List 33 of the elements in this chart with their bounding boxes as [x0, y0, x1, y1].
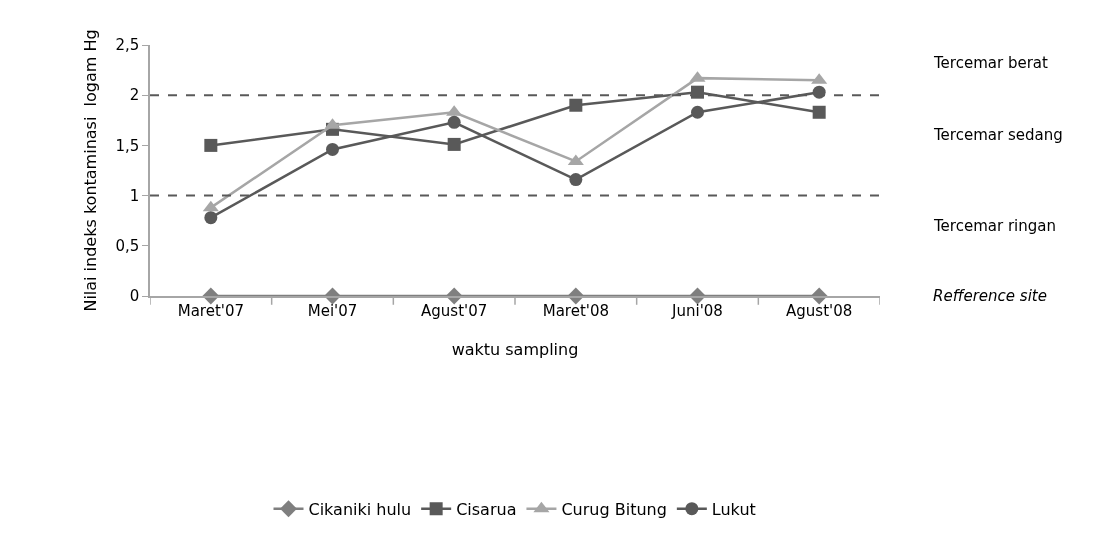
text: Refference site: [933, 287, 1047, 305]
y-tick-label: 2: [129, 86, 140, 105]
text: Tercemar ringan: [933, 217, 1056, 235]
y-tick-label: 1: [129, 186, 140, 205]
x-axis-title: waktu sampling: [451, 339, 579, 359]
x-tick-label: Juni'08: [671, 301, 723, 320]
point: [691, 85, 704, 99]
point: [447, 137, 461, 151]
point: [812, 105, 826, 119]
legend-label: Curug Bitung: [561, 499, 667, 519]
point: [569, 173, 583, 187]
x-tick-label: Agust'07: [421, 301, 488, 320]
y-tick-label: 0: [129, 287, 140, 306]
legend-label: Cisarua: [456, 499, 517, 519]
x-tick-label: Maret'07: [177, 301, 244, 320]
point: [204, 211, 218, 225]
point: [326, 142, 339, 156]
point: [691, 105, 704, 119]
y-tick-label: 0,5: [115, 237, 140, 256]
text: Tercemar sedang: [933, 126, 1063, 144]
x-tick-label: Mei'07: [307, 301, 358, 320]
y-tick-label: 1,5: [115, 136, 140, 155]
point: [202, 200, 219, 212]
y-axis-title: Nilai indeks kontaminasi logam Hg: [80, 29, 100, 312]
point: [569, 98, 583, 112]
x-tick-label: Maret'08: [542, 301, 609, 320]
x-tick-label: Agust'08: [786, 301, 853, 320]
y-tick-label: 2,5: [115, 36, 140, 55]
point: [204, 138, 218, 152]
legend-label: Lukut: [711, 499, 756, 519]
legend-label: Cikaniki hulu: [308, 499, 412, 519]
text: Tercemar berat: [933, 54, 1048, 72]
point: [447, 115, 461, 129]
